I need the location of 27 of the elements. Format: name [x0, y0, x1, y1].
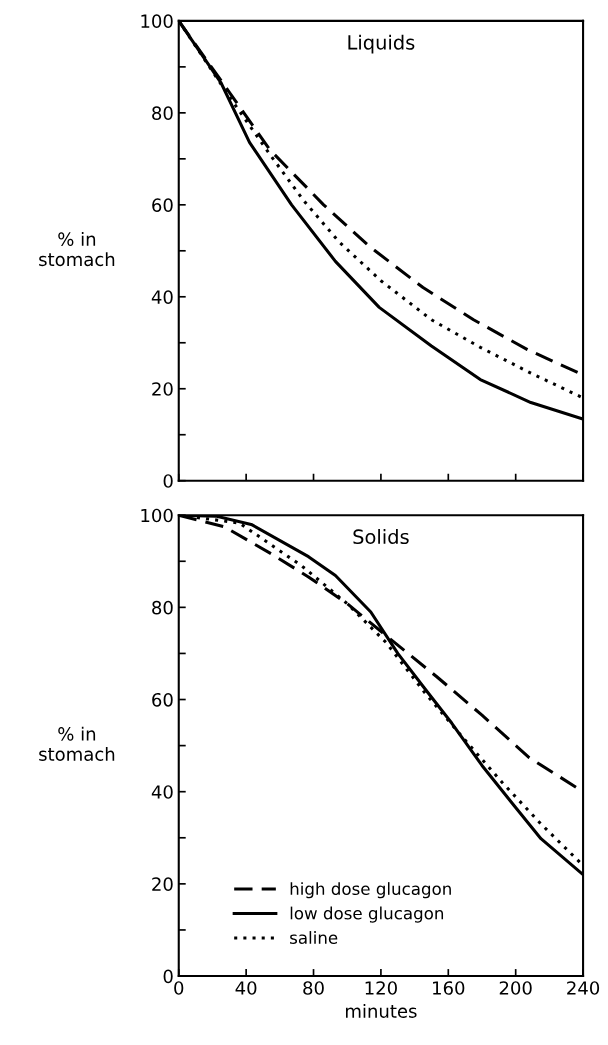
text: Solids: [353, 529, 409, 545]
x-tick-label: 0: [174, 981, 184, 995]
y-axis-title: % in stomach: [39, 231, 115, 267]
legend-label: low dose glucagon: [290, 906, 444, 923]
y-tick-label: 80: [152, 106, 173, 120]
legend-label: high dose glucagon: [290, 882, 451, 899]
y-tick-label: 100: [141, 14, 173, 29]
x-tick-label: 40: [235, 981, 257, 995]
y-tick-label: 60: [152, 198, 173, 212]
legend-label: saline: [290, 931, 338, 944]
x-tick-label: 120: [365, 981, 397, 995]
y-tick-label: 80: [152, 600, 173, 615]
y-tick-label: 20: [152, 877, 173, 891]
x-tick-label: 200: [499, 981, 532, 995]
y-tick-label: 20: [152, 382, 173, 396]
x-axis-title: minutes: [346, 1003, 417, 1018]
y-tick-label: 0: [163, 969, 173, 984]
y-axis-title: % in stomach: [39, 726, 115, 761]
y-tick-label: 40: [151, 290, 173, 304]
y-tick-label: 100: [141, 508, 173, 523]
x-tick-label: 240: [567, 981, 600, 995]
y-tick-label: 60: [152, 692, 173, 707]
x-tick-label: 160: [433, 981, 465, 995]
y-tick-label: 0: [163, 474, 173, 488]
text: Liquids: [348, 34, 415, 54]
x-tick-label: 80: [303, 981, 324, 995]
y-tick-label: 40: [151, 785, 173, 799]
